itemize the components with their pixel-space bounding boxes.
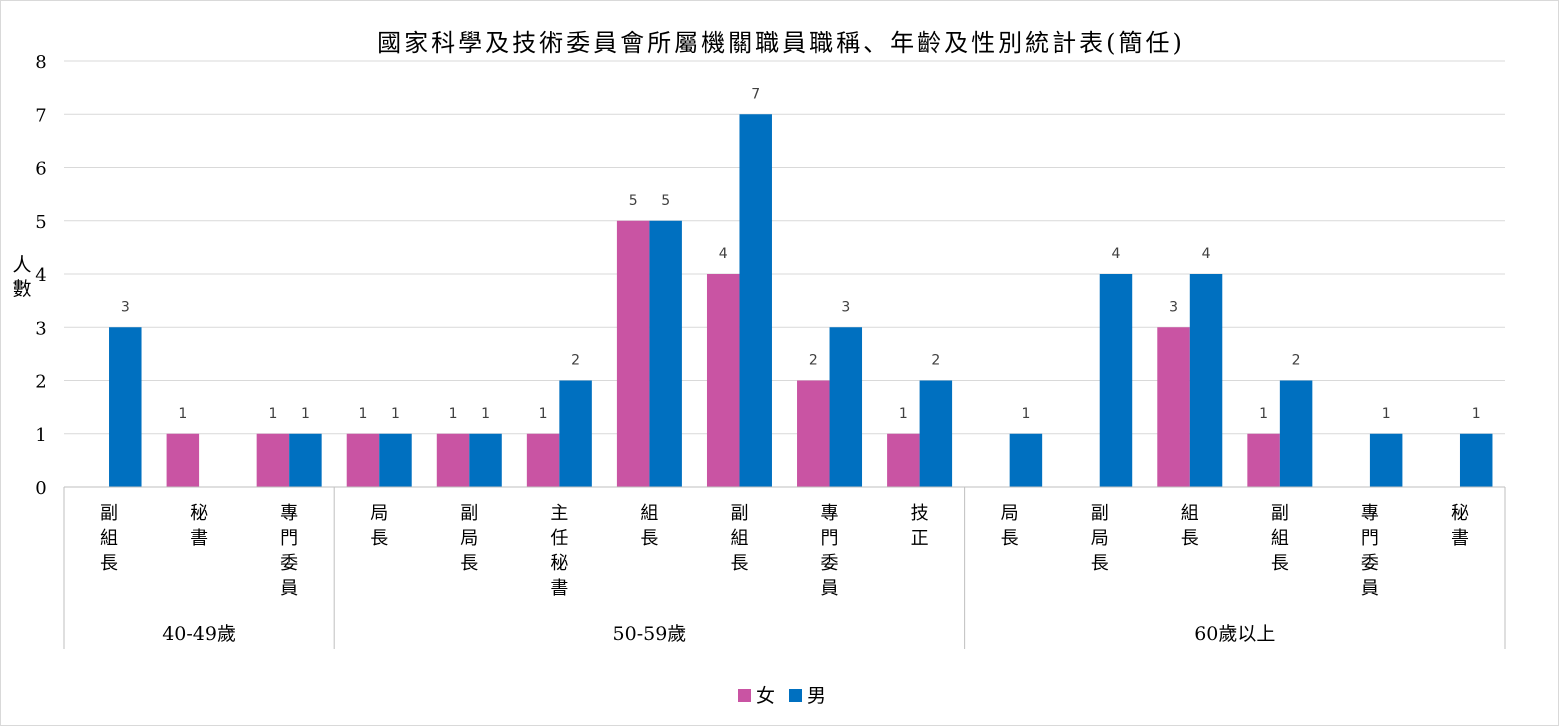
data-label: 2	[1292, 353, 1301, 369]
category-label: 副局長	[1091, 503, 1109, 574]
x-axis: 副組長 秘書 專門委員 局長 副局長 主任秘書 組長 副組長 專門委員 技正 局長 副局長 組長 副組長 專…	[63, 486, 1506, 649]
legend-label: 女	[756, 685, 775, 707]
data-label: 4	[1202, 246, 1211, 262]
bar-male	[1189, 274, 1223, 487]
bar-female	[346, 433, 380, 487]
bar-male	[1099, 274, 1133, 487]
category-label: 技正	[911, 503, 929, 549]
y-tick-label: 1	[35, 425, 46, 446]
group-label: 50-59歲	[613, 623, 687, 645]
category-label: 局長	[370, 503, 388, 549]
y-tick-label: 6	[35, 159, 46, 180]
data-label: 1	[359, 406, 368, 422]
y-tick-label: 7	[35, 105, 46, 126]
data-label: 1	[1021, 406, 1030, 422]
data-label: 1	[539, 406, 548, 422]
gridlines	[64, 60, 1505, 435]
data-label: 4	[1112, 246, 1121, 262]
bar-female	[797, 380, 830, 487]
data-label: 1	[899, 406, 908, 422]
category-label: 組長	[1181, 503, 1199, 549]
legend-label: 男	[807, 685, 826, 707]
group-label: 40-49歲	[162, 623, 236, 645]
data-label: 1	[1472, 406, 1481, 422]
data-labels: 1 1 1 1 1 5 4 2 1 3 1 3 1 1 1 2 5 7 3 2 1 4 4 2 1 1	[121, 86, 1481, 422]
bar-female	[887, 433, 920, 487]
data-label: 3	[1169, 299, 1178, 315]
data-label: 2	[809, 353, 818, 369]
bar-male	[559, 380, 592, 487]
category-label: 專門委員	[821, 503, 839, 599]
category-label: 副組長	[100, 503, 118, 574]
bar-female	[256, 433, 290, 487]
y-tick-label: 0	[35, 478, 46, 499]
bar-male	[469, 433, 502, 487]
bar-male	[829, 327, 863, 487]
category-label: 副組長	[1271, 503, 1289, 574]
data-label: 1	[268, 406, 277, 422]
y-axis-ticks: 0 1 2 3 4 5 6 7 8	[35, 52, 46, 499]
chart-title: 國家科學及技術委員會所屬機關職員職稱、年齡及性別統計表(簡任)	[377, 29, 1185, 57]
bar-female	[706, 274, 740, 487]
category-label: 組長	[640, 503, 658, 549]
bar-female	[616, 220, 650, 487]
data-label: 1	[178, 406, 187, 422]
data-label: 1	[1259, 406, 1268, 422]
bar-male	[739, 114, 772, 487]
bar-male	[109, 327, 142, 487]
data-label: 2	[571, 353, 580, 369]
bar-male	[379, 433, 412, 487]
y-tick-label: 3	[35, 318, 46, 339]
data-label: 3	[121, 299, 130, 315]
legend-swatch-female	[738, 689, 751, 702]
legend-swatch-male	[789, 689, 802, 702]
bars	[109, 114, 1493, 487]
bar-female	[1157, 327, 1190, 487]
category-label: 局長	[1001, 503, 1019, 549]
data-label: 1	[391, 406, 400, 422]
bar-male	[1279, 380, 1313, 487]
y-tick-label: 5	[35, 212, 46, 233]
data-label: 5	[661, 193, 670, 209]
bar-male	[649, 220, 682, 487]
bar-male	[1009, 433, 1043, 487]
bar-female	[526, 433, 560, 487]
data-label: 1	[481, 406, 490, 422]
data-label: 1	[1382, 406, 1391, 422]
y-axis-label: 人數	[12, 254, 31, 300]
category-label: 專門委員	[280, 503, 298, 599]
bar-female	[1247, 433, 1280, 487]
legend: 女男	[738, 685, 826, 707]
data-label: 3	[841, 299, 850, 315]
group-label: 60歲以上	[1194, 623, 1275, 645]
y-tick-label: 4	[35, 265, 46, 286]
category-label: 副局長	[460, 503, 478, 574]
category-label: 秘書	[190, 503, 208, 549]
category-label: 秘書	[1451, 503, 1469, 549]
category-label: 專門委員	[1361, 503, 1379, 599]
category-label: 副組長	[730, 503, 748, 574]
bar-female	[166, 433, 200, 487]
bar-male	[919, 380, 953, 487]
y-tick-label: 2	[35, 372, 46, 393]
data-label: 2	[931, 353, 940, 369]
category-label: 主任秘書	[550, 503, 568, 599]
y-tick-label: 8	[35, 52, 46, 73]
data-label: 7	[751, 86, 760, 102]
data-label: 1	[449, 406, 458, 422]
data-label: 5	[629, 193, 638, 209]
bar-male	[1369, 433, 1403, 487]
bar-male	[1459, 433, 1493, 487]
data-label: 1	[301, 406, 310, 422]
bar-female	[436, 433, 470, 487]
bar-male	[289, 433, 322, 487]
data-label: 4	[719, 246, 728, 262]
